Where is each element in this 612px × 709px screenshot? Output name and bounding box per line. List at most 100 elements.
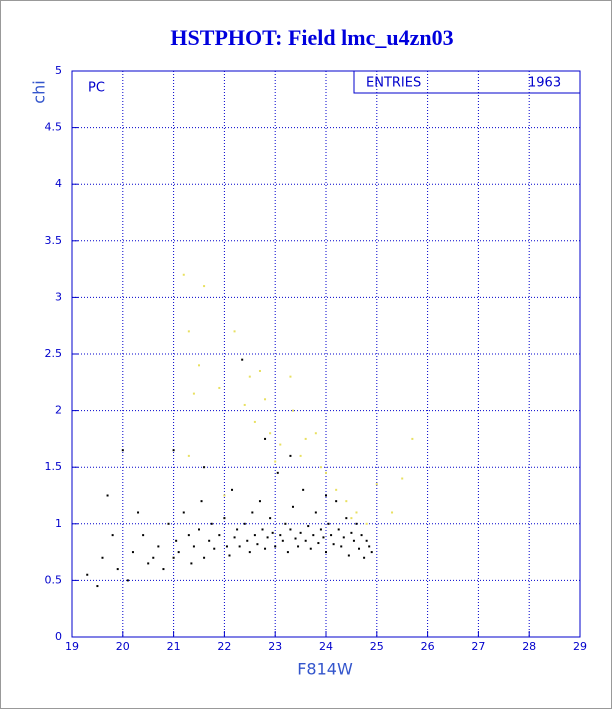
y-tick-label: 0.5 <box>45 573 63 586</box>
x-tick-label: 26 <box>421 640 435 653</box>
point <box>238 545 241 548</box>
point <box>236 528 239 531</box>
stats-value: 1963 <box>528 76 561 91</box>
point <box>355 511 358 514</box>
y-tick-label: 3 <box>55 290 62 303</box>
point <box>340 545 343 548</box>
point <box>198 528 200 531</box>
point <box>297 545 300 548</box>
point <box>248 551 251 554</box>
point <box>307 525 310 528</box>
x-tick-label: 20 <box>116 640 130 653</box>
point <box>375 483 378 486</box>
point <box>187 454 190 457</box>
point <box>314 432 317 435</box>
point <box>289 375 292 378</box>
point <box>271 531 274 534</box>
point <box>370 551 373 554</box>
stats-box <box>353 70 581 94</box>
point <box>291 409 294 412</box>
point <box>190 562 193 565</box>
y-axis-label: chi <box>30 80 49 103</box>
point <box>401 477 404 480</box>
point <box>172 449 175 452</box>
point <box>192 392 195 395</box>
y-tick-label: 0 <box>55 630 62 643</box>
point <box>266 536 269 539</box>
stats-label: ENTRIES <box>366 76 421 91</box>
point <box>264 398 267 401</box>
x-tick-label: 28 <box>522 640 536 653</box>
point <box>225 545 228 548</box>
point <box>291 505 294 508</box>
point <box>391 511 394 514</box>
point <box>253 534 256 537</box>
point <box>322 536 325 539</box>
point <box>312 534 315 537</box>
point <box>101 556 104 559</box>
point <box>203 285 206 288</box>
point <box>284 522 287 525</box>
point <box>335 500 338 503</box>
point <box>258 369 261 372</box>
point <box>258 500 261 503</box>
x-tick-label: 27 <box>471 640 485 653</box>
point <box>294 537 297 540</box>
point <box>345 517 348 520</box>
point <box>203 556 206 559</box>
point <box>228 554 231 557</box>
point <box>299 454 302 457</box>
point <box>172 556 175 559</box>
point <box>203 466 206 469</box>
point <box>137 511 140 514</box>
x-tick-label: 29 <box>573 640 587 653</box>
point <box>347 554 350 557</box>
point <box>253 420 256 423</box>
point <box>126 579 129 582</box>
point <box>276 471 279 474</box>
point <box>281 539 284 542</box>
point <box>96 585 99 588</box>
point <box>147 562 150 565</box>
point <box>218 386 221 389</box>
point <box>286 551 289 554</box>
y-tick-label: 1.5 <box>45 460 63 473</box>
point <box>116 568 119 571</box>
point <box>246 539 249 542</box>
point <box>269 432 272 435</box>
point <box>162 568 165 571</box>
point <box>192 545 195 548</box>
point <box>131 551 134 554</box>
point <box>360 534 363 537</box>
point <box>210 522 213 525</box>
point <box>332 543 335 546</box>
x-tick-label: 24 <box>319 640 333 653</box>
point <box>213 547 216 550</box>
x-tick-label: 19 <box>65 640 79 653</box>
point <box>325 551 327 554</box>
point <box>304 539 307 542</box>
point <box>309 547 312 550</box>
point <box>243 403 246 406</box>
point <box>233 330 236 333</box>
panel-label: PC <box>88 81 105 96</box>
point <box>352 539 355 542</box>
point <box>256 543 259 546</box>
point <box>121 449 124 452</box>
point <box>337 528 340 531</box>
point <box>274 545 277 548</box>
y-tick-label: 5 <box>55 64 62 77</box>
point <box>111 534 114 537</box>
point <box>182 273 185 276</box>
x-axis-label: F814W <box>297 660 353 679</box>
x-tick-label: 21 <box>167 640 181 653</box>
point <box>330 534 333 537</box>
point <box>319 528 322 531</box>
y-tick-label: 4.5 <box>45 121 63 134</box>
point <box>241 358 244 361</box>
y-tick-label: 2 <box>55 404 62 417</box>
point <box>304 437 307 440</box>
point <box>187 330 190 333</box>
y-tick-label: 1 <box>55 517 62 530</box>
